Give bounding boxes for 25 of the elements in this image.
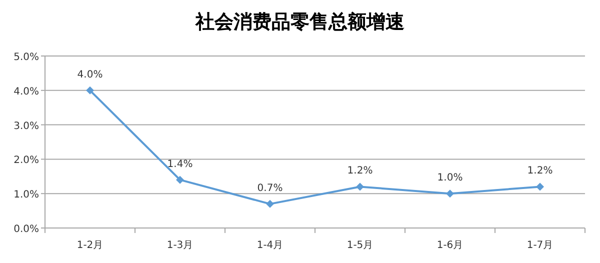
- title: 社会消费品零售总额增速: [196, 11, 404, 33]
- x-tick-label: 1-5月: [346, 240, 374, 251]
- y-tick-label: 5.0%: [14, 52, 39, 63]
- x-tick-label: 1-4月: [256, 240, 284, 251]
- data-label: 1.0%: [437, 172, 463, 184]
- point: [176, 176, 184, 184]
- y-tick-label: 1.0%: [14, 190, 39, 201]
- x-tick-label: 1-7月: [526, 240, 554, 251]
- point: [86, 86, 94, 94]
- y-tick-label: 2.0%: [14, 155, 39, 166]
- y-tick-label: 0.0%: [14, 224, 39, 235]
- point: [446, 190, 454, 198]
- data-label: 4.0%: [77, 69, 103, 80]
- x-tick-label: 1-6月: [436, 240, 464, 251]
- x-tick-label: 1-2月: [76, 240, 104, 251]
- y-tick-label: 4.0%: [14, 86, 39, 98]
- point: [356, 182, 364, 191]
- point: [536, 182, 544, 191]
- y-tick-label: 3.0%: [14, 120, 39, 132]
- point: [266, 200, 274, 208]
- data-label: 1.2%: [527, 166, 553, 177]
- data-label: 1.4%: [167, 158, 193, 170]
- data-label: 0.7%: [257, 182, 283, 194]
- data-label: 1.2%: [347, 166, 373, 177]
- x-tick-label: 1-3月: [166, 240, 194, 251]
